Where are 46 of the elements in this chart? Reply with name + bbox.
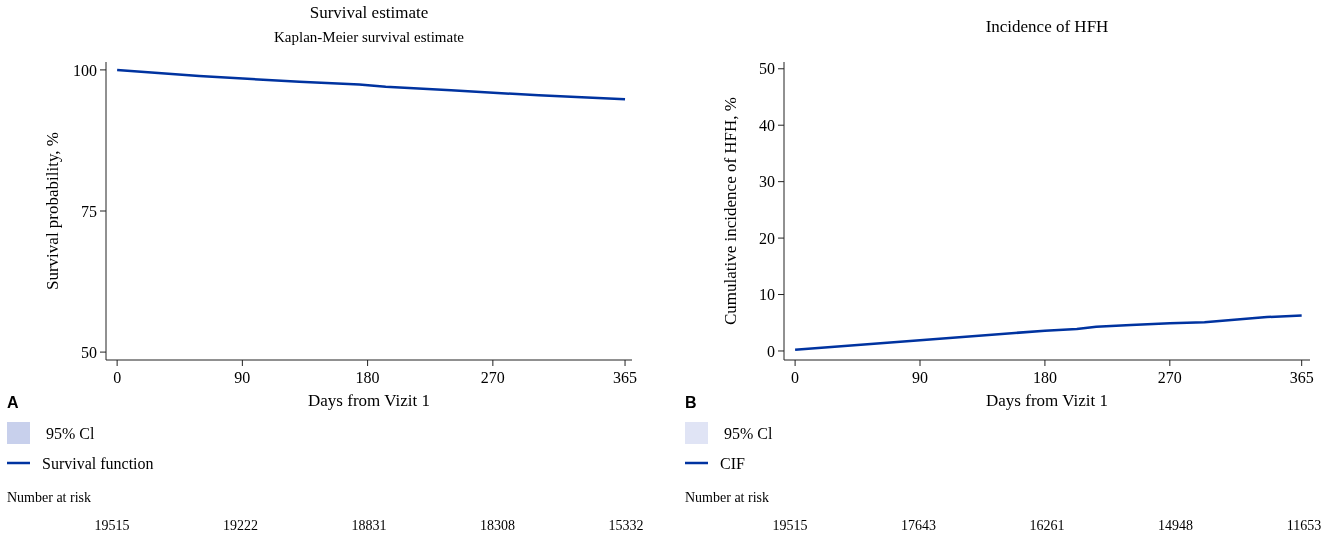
text: 19515: [772, 518, 808, 533]
line-series: [793, 314, 1303, 352]
text: 18831: [351, 518, 387, 533]
chart-title: Incidence of HFH: [985, 17, 1109, 36]
y-tick-label: 30: [759, 173, 775, 191]
y-tick-label: 20: [759, 229, 775, 247]
text: A: [7, 394, 19, 411]
text: 11653: [1286, 518, 1322, 533]
y-axis-title: Survival probability, %: [43, 131, 62, 291]
line-series: [115, 68, 627, 101]
y-axis-title: Cumulative incidence of HFH, %: [721, 96, 740, 326]
text: Number at risk: [7, 490, 91, 505]
text: B: [685, 394, 697, 411]
x-tick-label: 0: [113, 369, 122, 386]
text: 19222: [223, 518, 258, 533]
x-tick-label: 90: [234, 369, 251, 386]
text: 16261: [1029, 518, 1065, 533]
x-tick-label: 0: [791, 369, 800, 386]
x-tick-label: 180: [355, 369, 380, 386]
text: 15332: [608, 518, 644, 533]
text: 19515: [94, 518, 130, 533]
x-tick-label: 180: [1032, 369, 1057, 386]
x-tick-label: 365: [1289, 369, 1314, 386]
x-tick-label: 365: [613, 369, 638, 386]
x-tick-label: 90: [912, 369, 929, 386]
legend-label: Survival function: [42, 454, 154, 472]
text: 17643: [901, 518, 936, 533]
y-tick-label: 0: [767, 342, 775, 360]
text: 18308: [480, 518, 515, 533]
y-tick-label: 40: [759, 116, 775, 134]
chart-title: Survival estimate: [309, 3, 429, 22]
legend-label: 95% Cl: [46, 424, 95, 442]
legend-label: CIF: [720, 454, 745, 472]
y-tick-label: 100: [73, 61, 97, 79]
chart-subtitle: Kaplan-Meier survival estimate: [274, 29, 465, 45]
x-axis-title: Days from Vizit 1: [986, 391, 1108, 410]
y-tick-label: 50: [81, 343, 97, 361]
x-tick-label: 270: [1157, 369, 1182, 386]
y-tick-label: 75: [81, 202, 97, 220]
y-tick-label: 50: [759, 60, 775, 78]
y-tick-label: 10: [759, 286, 775, 304]
legend-label: 95% Cl: [724, 424, 773, 442]
x-tick-label: 270: [480, 369, 505, 386]
x-axis-title: Days from Vizit 1: [308, 391, 430, 410]
text: 14948: [1158, 518, 1193, 533]
text: Number at risk: [685, 490, 769, 505]
